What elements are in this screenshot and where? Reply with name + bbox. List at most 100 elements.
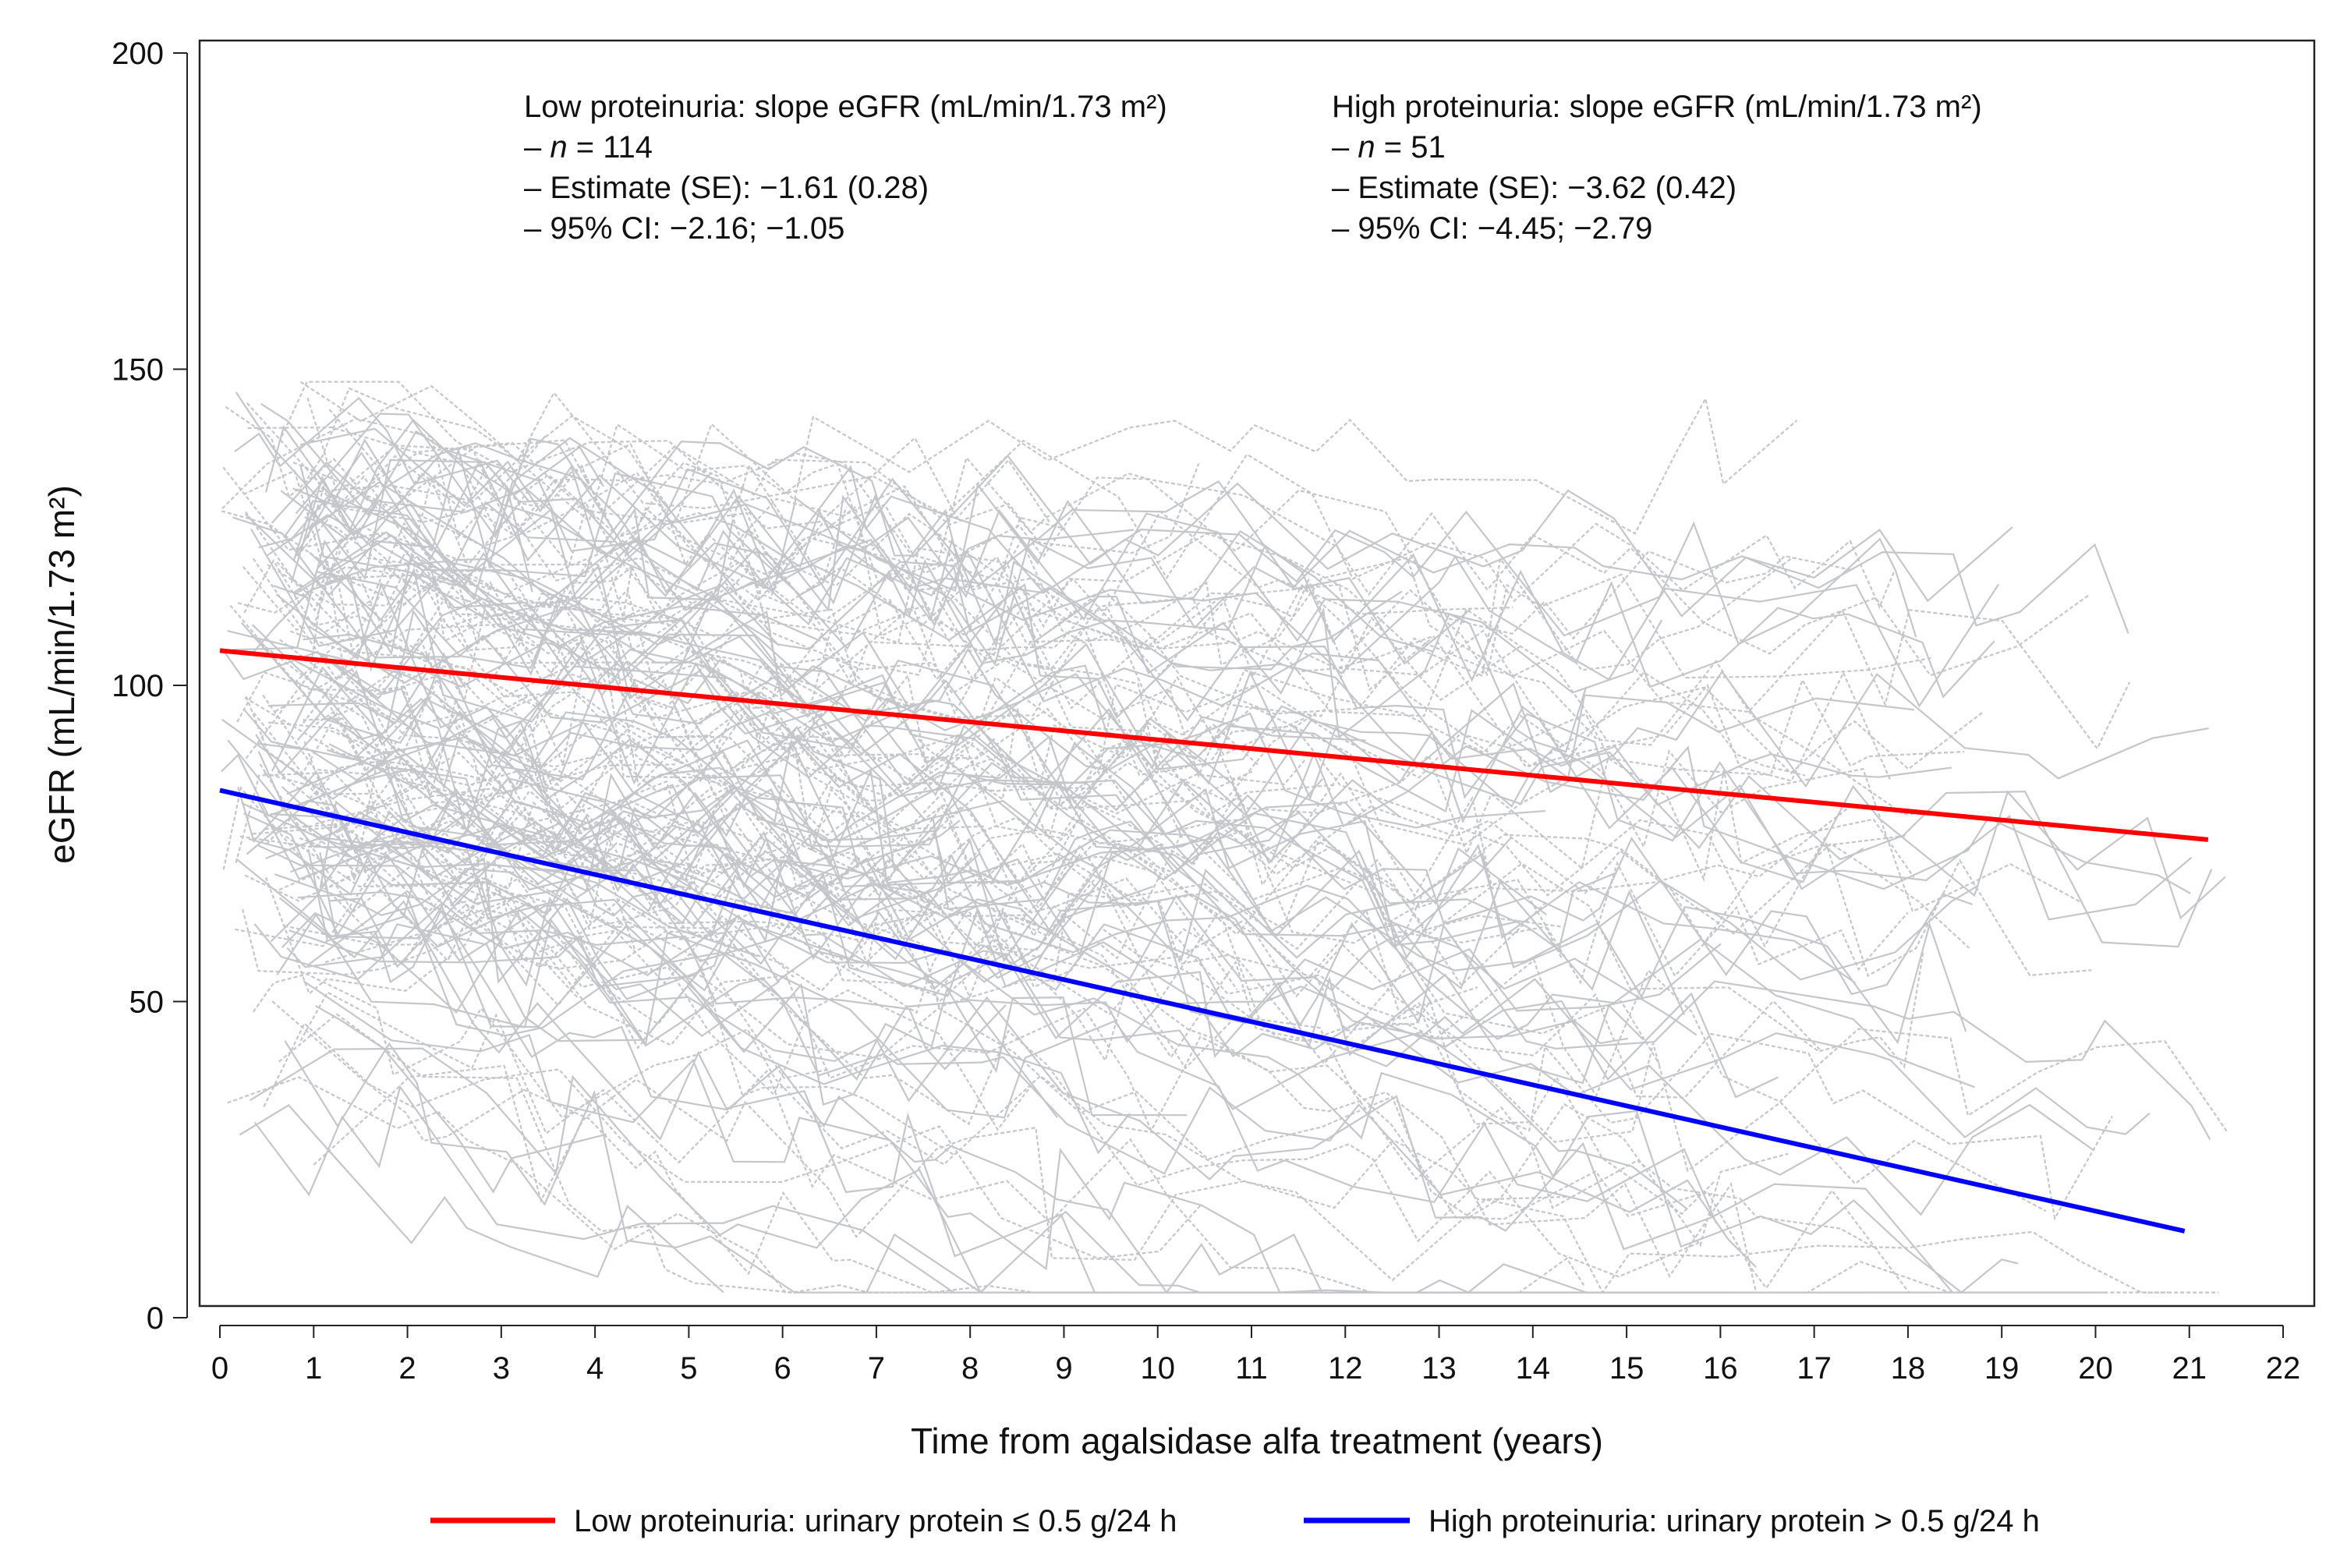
patient-trajectory [309, 603, 1366, 791]
patient-trajectory [249, 1047, 1502, 1294]
annotation-low-ci: – 95% CI: −2.16; −1.05 [524, 211, 844, 246]
patient-trajectory [252, 779, 1262, 1025]
patient-trajectory [266, 759, 2047, 1212]
x-tick-label: 11 [1235, 1351, 1268, 1386]
patient-trajectory [232, 564, 1588, 753]
annotation-low-estimate: – Estimate (SE): −1.61 (0.28) [524, 171, 929, 205]
patient-trajectory [278, 380, 1050, 529]
y-tick-label: 200 [112, 37, 164, 71]
patient-trajectory [302, 651, 1336, 826]
patient-trajectory [292, 531, 2226, 920]
patient-trajectory [306, 397, 1433, 692]
x-tick-label: 9 [1055, 1351, 1072, 1386]
patient-trajectory [246, 396, 1798, 535]
x-tick-label: 22 [2266, 1351, 2301, 1386]
x-tick-label: 12 [1328, 1351, 1363, 1386]
series-line-low [219, 648, 2209, 842]
patient-trajectory [296, 642, 2209, 794]
x-tick-label: 17 [1797, 1351, 1832, 1386]
patient-trajectory [303, 741, 1131, 922]
patient-trajectory [303, 633, 1617, 951]
patient-trajectory [237, 770, 2095, 1216]
patient-trajectory [251, 609, 466, 740]
x-tick-label: 14 [1516, 1351, 1551, 1386]
patient-trajectory [256, 798, 1433, 1005]
patient-trajectory [313, 464, 993, 688]
individual-trajectories [221, 380, 2229, 1294]
patient-trajectory [248, 810, 2211, 1140]
patient-trajectory [315, 663, 1015, 819]
patient-trajectory [289, 915, 739, 988]
y-axis-title: eGFR (mL/min/1.73 m²) [41, 485, 82, 864]
patient-trajectory [258, 715, 1110, 848]
x-tick-label: 7 [868, 1351, 885, 1386]
patient-trajectory [278, 808, 1238, 991]
annotation-low-title: Low proteinuria: slope eGFR (mL/min/1.73… [524, 90, 1167, 124]
y-tick-label: 0 [147, 1301, 164, 1336]
patient-trajectory [315, 1004, 607, 1194]
patient-trajectory [225, 405, 1965, 777]
patient-trajectory [271, 1000, 1202, 1259]
patient-trajectory [229, 604, 1253, 810]
x-tick-label: 16 [1703, 1351, 1738, 1386]
patient-trajectory [250, 528, 1403, 671]
patient-trajectory [244, 869, 2084, 1294]
patient-trajectory [264, 425, 1135, 628]
patient-trajectory [257, 844, 1007, 1071]
x-tick-label: 0 [211, 1351, 228, 1386]
patient-trajectory [284, 1040, 982, 1294]
patient-trajectory [306, 484, 818, 752]
patient-trajectory [227, 630, 1513, 948]
patient-trajectory [267, 550, 2083, 913]
patient-trajectory [320, 883, 765, 984]
patient-trajectory [241, 802, 759, 957]
patient-trajectory [243, 812, 1131, 1155]
y-axis: 0 50 100 150 200 [112, 37, 188, 1336]
patient-trajectory [265, 777, 1686, 1016]
patient-trajectory [276, 552, 1939, 816]
patient-trajectory [222, 445, 1200, 565]
x-tick-label: 4 [586, 1351, 604, 1386]
patient-trajectory [270, 788, 1220, 910]
patient-trajectory [331, 660, 1967, 1045]
patient-trajectory [221, 510, 1891, 782]
patient-trajectory [312, 444, 1853, 640]
x-tick-label: 15 [1609, 1351, 1644, 1386]
x-tick-label: 20 [2078, 1351, 2113, 1386]
patient-trajectory [296, 475, 1570, 846]
patient-trajectory [275, 582, 1629, 1045]
patient-trajectory [314, 714, 1183, 839]
patient-trajectory [331, 597, 809, 717]
annotation-high-n: – n = 51 [1332, 130, 1446, 165]
patient-trajectory [274, 857, 795, 1000]
annotation-high-estimate: – Estimate (SE): −3.62 (0.42) [1332, 171, 1736, 205]
patient-trajectory [311, 575, 1317, 802]
patient-trajectory [227, 739, 1975, 1088]
x-tick-label: 18 [1891, 1351, 1926, 1386]
patient-trajectory [297, 891, 1644, 1085]
legend-label-high: High proteinuria: urinary protein > 0.5 … [1428, 1504, 2040, 1538]
patient-trajectory [243, 697, 961, 865]
annotation-low: Low proteinuria: slope eGFR (mL/min/1.73… [524, 90, 1167, 246]
patient-trajectory [327, 701, 1469, 908]
patient-trajectory [234, 397, 530, 503]
x-tick-label: 5 [680, 1351, 697, 1386]
regression-lines [219, 648, 2209, 1234]
patient-trajectory [330, 696, 1306, 841]
legend: Low proteinuria: urinary protein ≤ 0.5 g… [430, 1504, 2040, 1538]
patient-trajectory [310, 556, 2092, 978]
annotation-high-ci: – 95% CI: −4.45; −2.79 [1332, 211, 1652, 246]
patient-trajectory [242, 894, 1789, 1248]
patient-trajectory [299, 465, 1471, 667]
patient-trajectory [260, 402, 604, 517]
series-line-high [219, 788, 2186, 1234]
patient-trajectory [253, 902, 714, 1028]
x-tick-label: 21 [2172, 1351, 2207, 1386]
patient-trajectory [264, 876, 1032, 1131]
patient-trajectory [234, 835, 1661, 1066]
x-tick-label: 1 [305, 1351, 322, 1386]
annotation-high: High proteinuria: slope eGFR (mL/min/1.7… [1332, 90, 1982, 246]
x-tick-label: 6 [774, 1351, 791, 1386]
y-tick-label: 100 [112, 669, 164, 703]
patient-trajectory [309, 535, 2000, 708]
